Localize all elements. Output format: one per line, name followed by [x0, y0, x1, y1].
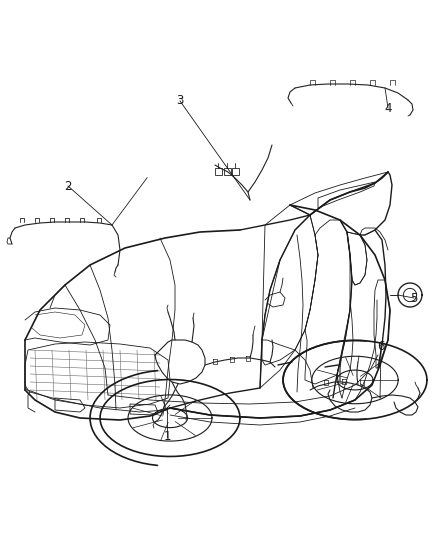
- Text: 1: 1: [163, 431, 171, 443]
- Text: 2: 2: [64, 180, 72, 192]
- Text: 4: 4: [384, 101, 392, 115]
- Text: 6: 6: [377, 341, 385, 353]
- Text: 3: 3: [177, 94, 184, 108]
- Text: 5: 5: [410, 292, 418, 304]
